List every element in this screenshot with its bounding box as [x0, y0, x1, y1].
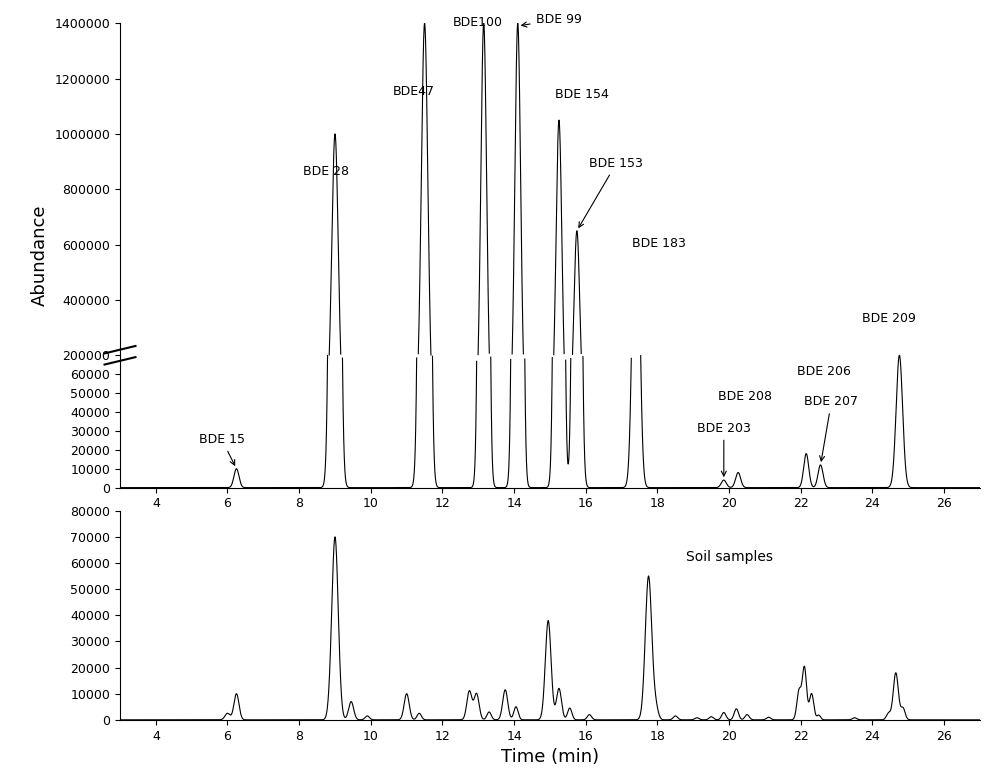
Text: BDE 203: BDE 203	[697, 422, 751, 476]
Text: BDE100: BDE100	[453, 15, 503, 29]
Text: BDE 15: BDE 15	[199, 433, 245, 465]
Text: BDE 28: BDE 28	[303, 165, 349, 178]
Text: BDE47: BDE47	[392, 85, 434, 98]
Y-axis label: Abundance: Abundance	[31, 204, 49, 307]
Text: BDE 183: BDE 183	[632, 237, 686, 250]
Text: BDE 154: BDE 154	[555, 87, 609, 101]
Text: BDE 153: BDE 153	[579, 157, 643, 228]
Text: BDE 207: BDE 207	[804, 396, 858, 461]
Text: BDE 209: BDE 209	[862, 312, 916, 325]
Text: Soil samples: Soil samples	[686, 550, 773, 564]
Text: BDE 206: BDE 206	[797, 365, 851, 378]
X-axis label: Time (min): Time (min)	[501, 748, 599, 766]
Text: BDE 99: BDE 99	[522, 13, 582, 27]
Text: BDE 208: BDE 208	[718, 389, 772, 402]
